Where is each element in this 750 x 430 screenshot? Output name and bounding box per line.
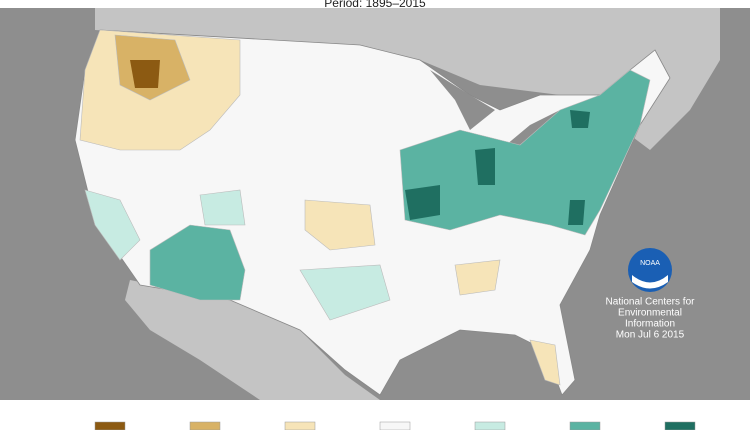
period-title: Period: 1895–2015	[324, 0, 426, 10]
region-wettest	[405, 110, 590, 225]
canada	[95, 8, 720, 150]
legend-swatch	[379, 421, 411, 430]
region-driest	[130, 60, 160, 88]
legend-swatch	[569, 421, 601, 430]
region-dry	[304, 199, 561, 386]
legend-swatch	[189, 421, 221, 430]
legend	[94, 421, 696, 430]
legend-swatch	[664, 421, 696, 430]
legend-swatch	[474, 421, 506, 430]
info-block: National Centers forEnvironmentalInforma…	[606, 297, 696, 341]
info-line: Environmental	[618, 308, 682, 319]
region-moist	[84, 189, 391, 321]
legend-swatch	[94, 421, 126, 430]
info-line: Mon Jul 6 2015	[616, 330, 685, 341]
legend-swatch	[284, 421, 316, 430]
logo-text: NOAA	[640, 260, 660, 267]
region-wet-east	[399, 69, 651, 236]
noaa-logo-bird	[632, 275, 668, 289]
info-line: Information	[625, 319, 675, 330]
info-line: National Centers for	[606, 297, 696, 308]
great-lakes	[430, 70, 560, 150]
mexico	[125, 280, 380, 400]
region-wet-southwest	[149, 224, 246, 301]
